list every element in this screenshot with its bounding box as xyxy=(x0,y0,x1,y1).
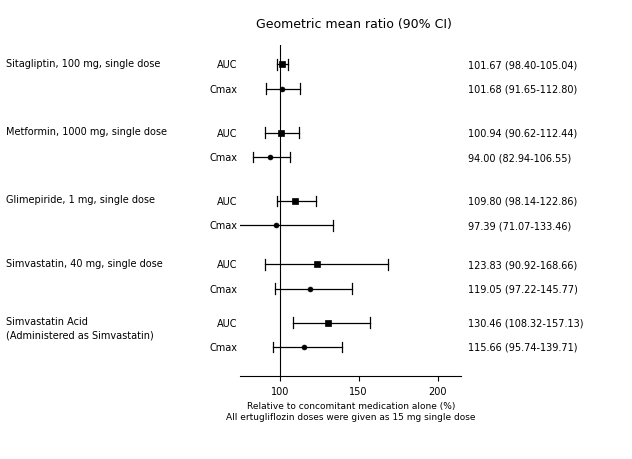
Text: 123.83 (90.92-168.66): 123.83 (90.92-168.66) xyxy=(468,260,577,269)
Text: AUC: AUC xyxy=(217,196,237,207)
Text: AUC: AUC xyxy=(217,60,237,70)
Text: 100.94 (90.62-112.44): 100.94 (90.62-112.44) xyxy=(468,129,577,138)
Text: AUC: AUC xyxy=(217,318,237,328)
Text: 119.05 (97.22-145.77): 119.05 (97.22-145.77) xyxy=(468,284,578,294)
Text: Cmax: Cmax xyxy=(209,153,237,162)
Text: Sitagliptin, 100 mg, single dose: Sitagliptin, 100 mg, single dose xyxy=(6,59,161,69)
Text: (Administered as Simvastatin): (Administered as Simvastatin) xyxy=(6,330,154,339)
Text: Simvastatin Acid: Simvastatin Acid xyxy=(6,317,88,326)
Text: Metformin, 1000 mg, single dose: Metformin, 1000 mg, single dose xyxy=(6,127,167,137)
Text: Simvastatin, 40 mg, single dose: Simvastatin, 40 mg, single dose xyxy=(6,258,163,268)
Text: 94.00 (82.94-106.55): 94.00 (82.94-106.55) xyxy=(468,153,571,162)
Text: Glimepiride, 1 mg, single dose: Glimepiride, 1 mg, single dose xyxy=(6,195,155,205)
Text: 109.80 (98.14-122.86): 109.80 (98.14-122.86) xyxy=(468,196,577,207)
Text: AUC: AUC xyxy=(217,260,237,269)
Text: 97.39 (71.07-133.46): 97.39 (71.07-133.46) xyxy=(468,221,571,231)
Text: 101.68 (91.65-112.80): 101.68 (91.65-112.80) xyxy=(468,84,577,95)
Text: AUC: AUC xyxy=(217,129,237,138)
Text: Cmax: Cmax xyxy=(209,342,237,352)
Text: Cmax: Cmax xyxy=(209,84,237,95)
Text: Cmax: Cmax xyxy=(209,221,237,231)
Text: 101.67 (98.40-105.04): 101.67 (98.40-105.04) xyxy=(468,60,577,70)
X-axis label: Relative to concomitant medication alone (%)
All ertugliflozin doses were given : Relative to concomitant medication alone… xyxy=(226,402,475,421)
Text: Cmax: Cmax xyxy=(209,284,237,294)
Text: 115.66 (95.74-139.71): 115.66 (95.74-139.71) xyxy=(468,342,577,352)
Text: 130.46 (108.32-157.13): 130.46 (108.32-157.13) xyxy=(468,318,583,328)
Text: Geometric mean ratio (90% CI): Geometric mean ratio (90% CI) xyxy=(256,18,452,31)
